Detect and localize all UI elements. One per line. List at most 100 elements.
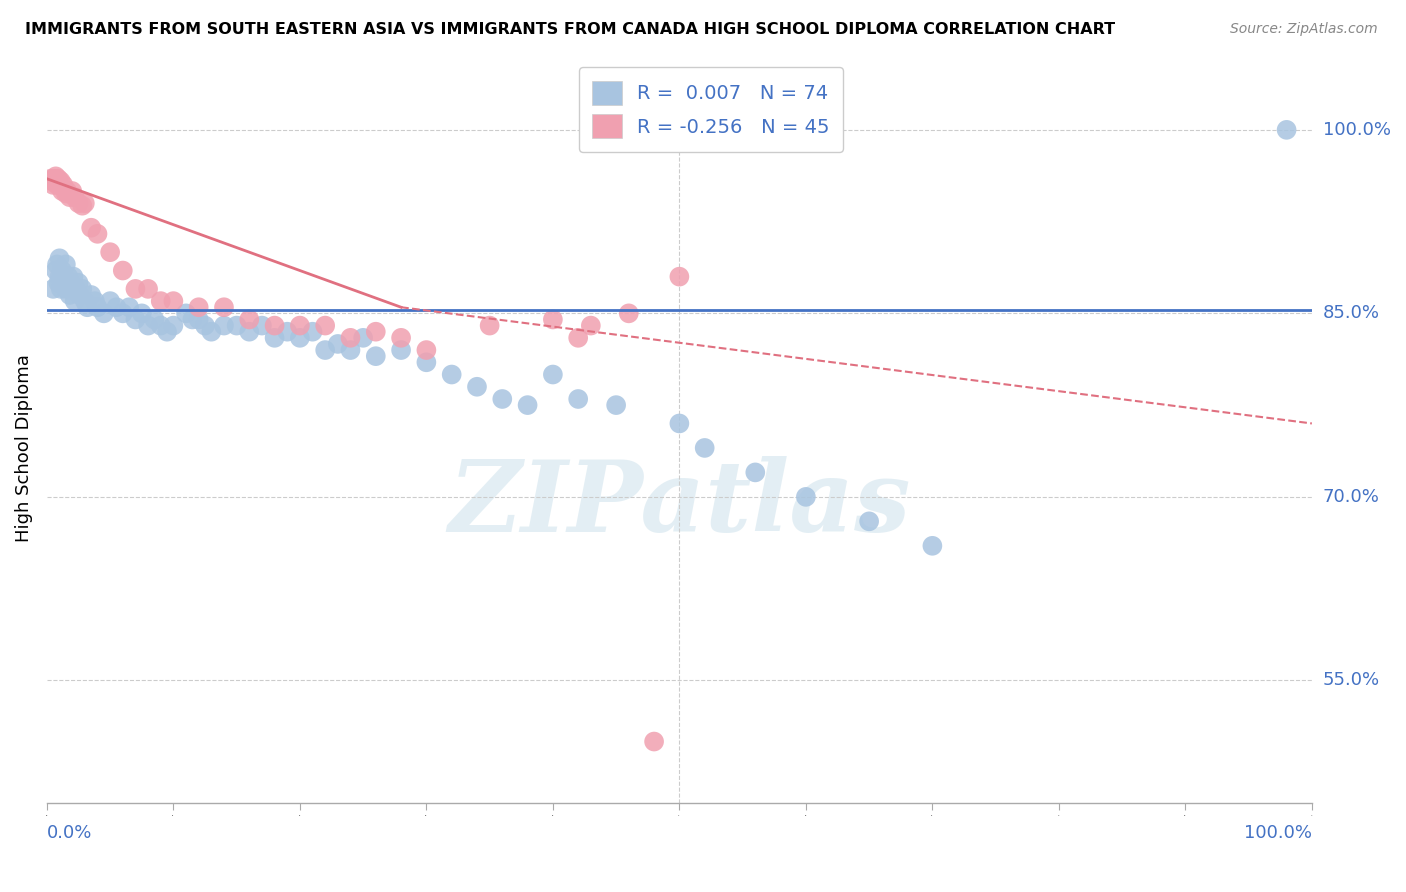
- Point: [46, 257, 69, 271]
- Point: [516, 398, 538, 412]
- Point: [73, 196, 96, 211]
- Point: [326, 337, 349, 351]
- Point: [314, 318, 336, 333]
- Point: [105, 300, 128, 314]
- Point: [693, 441, 716, 455]
- Point: [465, 380, 488, 394]
- Legend: R =  0.007   N = 74, R = -0.256   N = 45: R = 0.007 N = 74, R = -0.256 N = 45: [579, 68, 844, 152]
- Point: [51, 184, 73, 198]
- Point: [491, 392, 513, 406]
- Point: [194, 318, 217, 333]
- Point: [301, 325, 323, 339]
- Point: [263, 331, 285, 345]
- Point: [415, 355, 437, 369]
- Point: [60, 184, 83, 198]
- Point: [149, 318, 172, 333]
- Point: [111, 306, 134, 320]
- Point: [225, 318, 247, 333]
- Point: [124, 312, 146, 326]
- Point: [63, 294, 86, 309]
- Point: [45, 169, 67, 184]
- Point: [46, 178, 69, 192]
- Point: [440, 368, 463, 382]
- Point: [41, 174, 63, 188]
- Point: [55, 282, 77, 296]
- Point: [42, 178, 65, 192]
- Point: [339, 331, 361, 345]
- Point: [263, 318, 285, 333]
- Point: [136, 282, 159, 296]
- Point: [80, 220, 103, 235]
- Text: Source: ZipAtlas.com: Source: ZipAtlas.com: [1230, 22, 1378, 37]
- Text: 0.0%: 0.0%: [46, 824, 93, 842]
- Point: [46, 276, 69, 290]
- Point: [53, 269, 76, 284]
- Point: [352, 331, 374, 345]
- Point: [314, 343, 336, 357]
- Point: [56, 184, 79, 198]
- Point: [288, 331, 311, 345]
- Point: [49, 174, 72, 188]
- Point: [212, 300, 235, 314]
- Point: [63, 190, 86, 204]
- Point: [58, 269, 80, 284]
- Point: [136, 318, 159, 333]
- Point: [415, 343, 437, 357]
- Point: [80, 288, 103, 302]
- Point: [69, 288, 91, 302]
- Point: [181, 312, 204, 326]
- Point: [59, 276, 82, 290]
- Point: [643, 734, 665, 748]
- Point: [858, 514, 880, 528]
- Point: [39, 171, 62, 186]
- Point: [67, 196, 90, 211]
- Point: [59, 190, 82, 204]
- Point: [541, 368, 564, 382]
- Point: [478, 318, 501, 333]
- Point: [62, 269, 84, 284]
- Point: [238, 312, 260, 326]
- Point: [72, 282, 94, 296]
- Point: [238, 325, 260, 339]
- Point: [187, 300, 209, 314]
- Point: [93, 306, 115, 320]
- Point: [86, 300, 108, 314]
- Point: [59, 288, 82, 302]
- Point: [541, 312, 564, 326]
- Text: 55.0%: 55.0%: [1323, 672, 1381, 690]
- Point: [45, 263, 67, 277]
- Point: [921, 539, 943, 553]
- Point: [55, 257, 77, 271]
- Point: [44, 171, 66, 186]
- Point: [46, 171, 69, 186]
- Point: [48, 178, 70, 192]
- Text: 70.0%: 70.0%: [1323, 488, 1379, 506]
- Point: [42, 282, 65, 296]
- Point: [124, 282, 146, 296]
- Point: [55, 186, 77, 201]
- Point: [605, 398, 627, 412]
- Point: [98, 245, 121, 260]
- Point: [48, 252, 70, 266]
- Point: [56, 276, 79, 290]
- Point: [60, 282, 83, 296]
- Point: [72, 199, 94, 213]
- Point: [98, 294, 121, 309]
- Point: [162, 318, 184, 333]
- Point: [84, 294, 107, 309]
- Point: [118, 300, 141, 314]
- Point: [617, 306, 640, 320]
- Point: [389, 343, 412, 357]
- Point: [579, 318, 602, 333]
- Point: [567, 392, 589, 406]
- Point: [51, 263, 73, 277]
- Point: [52, 178, 75, 192]
- Point: [1275, 123, 1298, 137]
- Point: [212, 318, 235, 333]
- Point: [250, 318, 273, 333]
- Point: [389, 331, 412, 345]
- Point: [668, 417, 690, 431]
- Point: [200, 325, 222, 339]
- Point: [156, 325, 179, 339]
- Point: [46, 174, 69, 188]
